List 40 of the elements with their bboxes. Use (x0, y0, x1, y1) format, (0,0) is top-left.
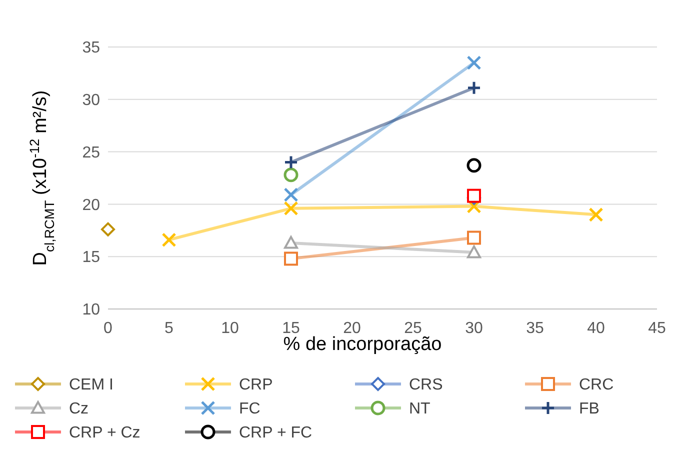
x-tick-label: 25 (404, 320, 422, 337)
x-tick-label: 10 (221, 320, 239, 337)
point (284, 155, 298, 170)
point (284, 168, 298, 182)
point (466, 80, 482, 96)
point (284, 188, 298, 202)
x-tick-label: 40 (587, 320, 605, 337)
legend-label: CRC (579, 376, 614, 394)
x-tick-label: 15 (282, 320, 300, 337)
point (162, 232, 176, 248)
legend-label: FC (239, 400, 260, 418)
y-tick-label: 10 (82, 302, 100, 319)
legend-label: FB (579, 400, 600, 418)
point (284, 252, 298, 266)
y-tick-label: 15 (82, 249, 100, 266)
y-tick-label: 35 (82, 40, 100, 57)
x-tick-label: 0 (104, 320, 113, 337)
point (466, 55, 482, 70)
x-tick-label: 20 (343, 320, 361, 337)
legend-label: Cz (69, 400, 89, 418)
point (467, 230, 481, 245)
legend-label: NT (409, 400, 431, 418)
y-tick-label: 25 (82, 144, 100, 162)
x-tick-label: 35 (526, 320, 544, 337)
x-tick-label: 45 (648, 320, 666, 337)
legend-label: CRP + Cz (69, 424, 140, 442)
legend-label: CRP + FC (239, 424, 312, 442)
point (466, 158, 482, 173)
x-axis-title: % de incorporação (283, 334, 442, 355)
point (101, 222, 115, 236)
x-tick-label: 30 (465, 320, 483, 337)
legend-label: CRS (409, 376, 443, 394)
legend-label: CRP (239, 376, 273, 394)
point (467, 188, 481, 203)
y-tick-label: 30 (82, 92, 100, 109)
point (284, 201, 298, 216)
y-tick-label: 20 (82, 196, 100, 214)
point (588, 207, 604, 222)
x-tick-label: 5 (164, 320, 174, 337)
legend-label: CEM I (69, 376, 114, 394)
